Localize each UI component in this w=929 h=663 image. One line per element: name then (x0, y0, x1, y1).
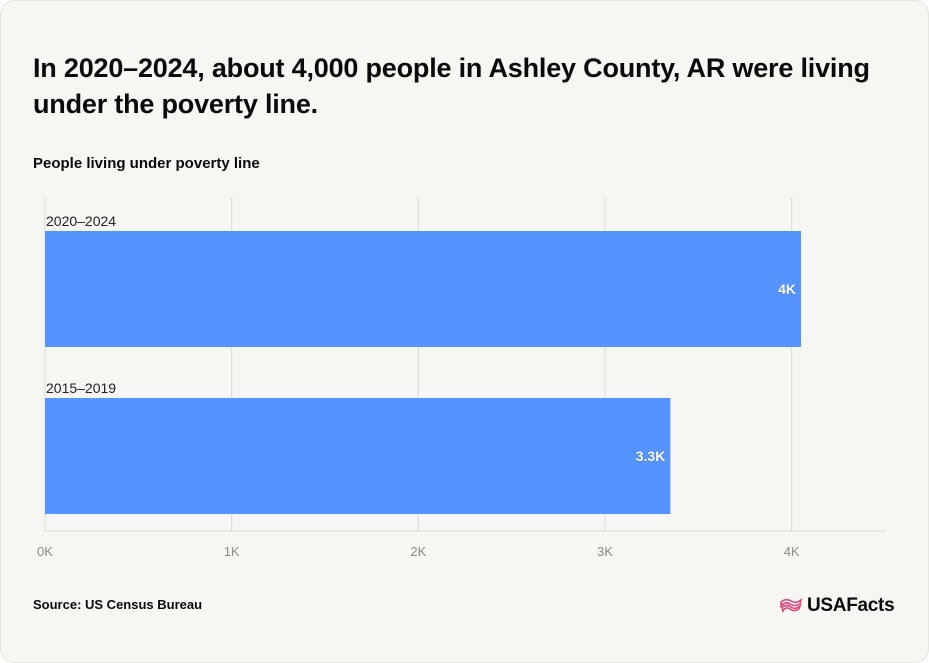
x-tick-label-3: 3K (597, 544, 613, 559)
x-tick-label-4: 4K (784, 544, 800, 559)
data-label-0: 4K (778, 281, 796, 297)
bar-1 (45, 398, 671, 514)
us-flag-map-icon (780, 597, 803, 614)
x-tick-label-0: 0K (37, 544, 53, 559)
chart-subtitle: People living under poverty line (33, 155, 260, 172)
data-label-1: 3.3K (636, 448, 666, 464)
brand-name: USAFacts (807, 595, 895, 616)
x-tick-label-2: 2K (410, 544, 426, 559)
bar-0 (45, 231, 801, 347)
source-note: Source: US Census Bureau (33, 597, 203, 612)
x-tick-label-1: 1K (224, 544, 240, 559)
category-label-1: 2015–2019 (46, 380, 116, 396)
bar-chart: 0K 1K 2K 3K 4K 2020–2024 4K 2015–2019 3.3K (37, 197, 885, 559)
chart-title: In 2020–2024, about 4,000 people in Ashl… (33, 53, 870, 119)
category-label-0: 2020–2024 (46, 213, 116, 229)
brand-logo[interactable]: USAFacts (779, 592, 895, 620)
